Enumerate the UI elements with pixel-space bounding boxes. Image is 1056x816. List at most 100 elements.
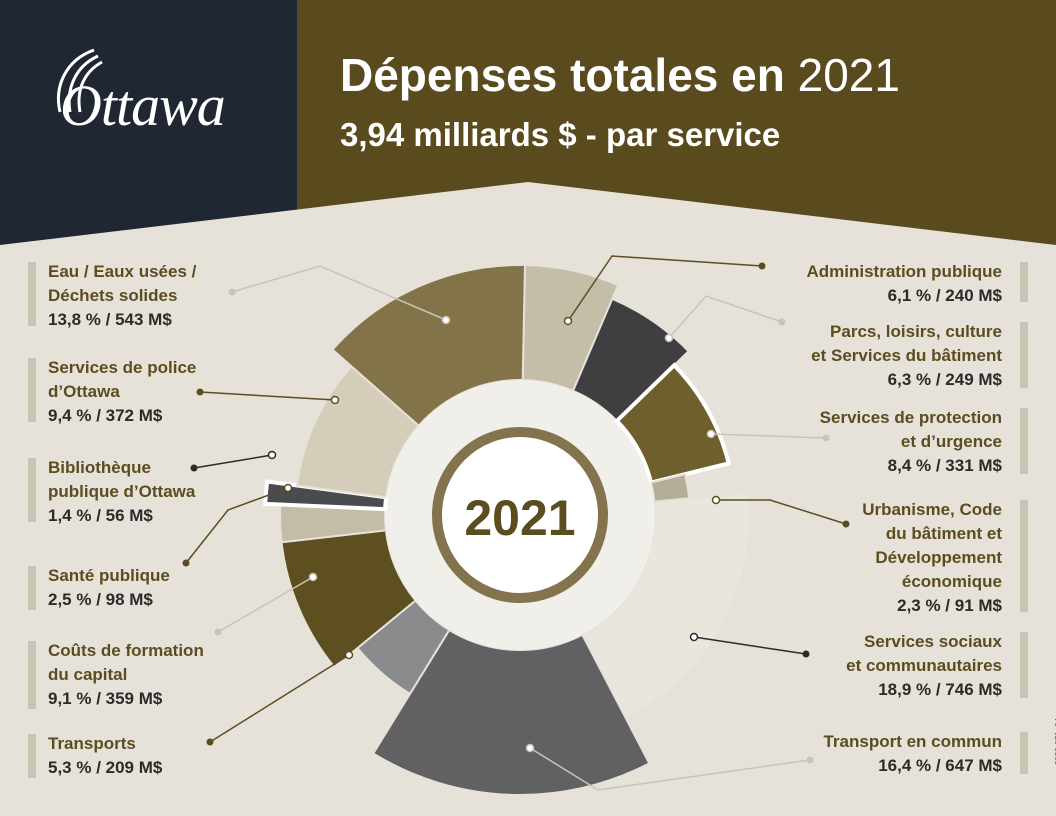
- label-value: 8,4 % / 331 M$: [887, 456, 1002, 475]
- leader-end-dot: [214, 628, 222, 636]
- pie-slice-inner: [605, 482, 655, 507]
- ottawa-logo: Ottawa: [60, 72, 226, 139]
- label-value: 6,3 % / 249 M$: [887, 370, 1002, 389]
- label-eau: Eau / Eaux usées / Déchets solides 13,8 …: [48, 260, 196, 332]
- label-value: 2,3 % / 91 M$: [897, 596, 1002, 615]
- leader-end-dot: [206, 738, 214, 746]
- pie-slice: [571, 297, 690, 423]
- leader-line: [529, 747, 811, 791]
- leader-line: [217, 576, 314, 633]
- label-value: 5,3 % / 209 M$: [48, 758, 163, 777]
- label-name: Services de police d’Ottawa: [48, 358, 197, 401]
- label-value: 1,4 % / 56 M$: [48, 506, 153, 525]
- label-sociaux: Services sociaux et communautaires 18,9 …: [846, 630, 1002, 702]
- label-value: 9,4 % / 372 M$: [48, 406, 163, 425]
- label-name: Santé publique: [48, 566, 170, 585]
- leader-start-dot: [441, 315, 451, 325]
- pie-slice-inner: [521, 380, 574, 435]
- leader-start-dot: [706, 429, 716, 439]
- label-protection: Services de protection et d’urgence 8,4 …: [820, 406, 1002, 478]
- leader-lines: [182, 255, 850, 791]
- label-bar: [28, 641, 36, 709]
- leader-end-dot: [758, 262, 766, 270]
- leader-start-dot: [689, 632, 699, 642]
- leader-line: [716, 499, 847, 525]
- label-value: 9,1 % / 359 M$: [48, 689, 163, 708]
- leader-line: [193, 454, 273, 469]
- pie-slice-inner: [385, 524, 452, 601]
- leader-line: [199, 391, 336, 401]
- pie-slice-inner: [415, 570, 474, 630]
- label-name: Administration publique: [806, 262, 1003, 281]
- leader-start-dot: [267, 450, 277, 460]
- pie-slice-inner: [385, 497, 433, 512]
- label-couts: Coûts de formation du capital 9,1 % / 35…: [48, 639, 204, 711]
- leader-end-dot: [842, 520, 850, 528]
- page-title: Dépenses totales en 2021: [340, 48, 900, 102]
- label-name: Eau / Eaux usées / Déchets solides: [48, 262, 197, 305]
- pie-slice: [614, 362, 732, 485]
- leader-start-dot: [283, 483, 293, 493]
- leader-line: [710, 433, 827, 439]
- logo-swoosh-icon: [57, 48, 103, 113]
- leader-end-dot: [778, 318, 786, 326]
- label-transport-commun: Transport en commun 16,4 % / 647 M$: [823, 730, 1002, 778]
- label-bar: [1020, 732, 1028, 774]
- label-value: 6,1 % / 240 M$: [887, 286, 1002, 305]
- label-sante: Santé publique 2,5 % / 98 M$: [48, 564, 170, 612]
- label-value: 13,8 % / 543 M$: [48, 310, 172, 329]
- label-value: 18,9 % / 746 M$: [878, 680, 1002, 699]
- leader-end-dot: [802, 650, 810, 658]
- logo-wordmark: Ottawa: [60, 73, 226, 138]
- label-bar: [28, 458, 36, 522]
- leader-end-dot: [182, 559, 190, 567]
- label-administration: Administration publique 6,1 % / 240 M$: [807, 260, 1003, 308]
- label-name: Services sociaux et communautaires: [846, 632, 1002, 675]
- label-bibliotheque: Bibliothèque publique d’Ottawa 1,4 % / 5…: [48, 456, 195, 528]
- leader-end-dot: [190, 464, 198, 472]
- label-value: 2,5 % / 98 M$: [48, 590, 153, 609]
- pie-slice: [521, 264, 620, 393]
- leader-line: [231, 265, 447, 321]
- pie-slice-inner: [583, 420, 652, 494]
- pie-slice-inner: [418, 380, 523, 457]
- pie-slice-inner: [386, 425, 455, 504]
- label-bar: [1020, 262, 1028, 302]
- pie-slice-inner: [554, 390, 617, 454]
- label-name: Bibliothèque publique d’Ottawa: [48, 458, 196, 501]
- pie-slice-inner: [385, 509, 433, 531]
- label-bar: [28, 358, 36, 422]
- label-name: Parcs, loisirs, culture et Services du b…: [811, 322, 1002, 365]
- leader-line: [567, 255, 763, 322]
- label-value: 16,4 % / 647 M$: [878, 756, 1002, 775]
- label-transports: Transports 5,3 % / 209 M$: [48, 732, 162, 780]
- leader-line: [668, 295, 783, 339]
- label-name: Transport en commun: [823, 732, 1002, 751]
- leader-end-dot: [228, 288, 236, 296]
- leader-start-dot: [711, 495, 721, 505]
- leader-start-dot: [344, 650, 354, 660]
- leader-line: [185, 487, 289, 564]
- pie-slice-inner: [449, 589, 583, 650]
- label-bar: [28, 566, 36, 610]
- label-bar: [1020, 408, 1028, 474]
- leader-end-dot: [806, 756, 814, 764]
- label-urbanisme: Urbanisme, Code du bâtiment et Développe…: [862, 498, 1002, 618]
- label-name: Transports: [48, 734, 136, 753]
- label-bar: [1020, 322, 1028, 388]
- pie-slice: [580, 491, 751, 721]
- leader-start-dot: [563, 316, 573, 326]
- label-name: Services de protection et d’urgence: [819, 408, 1002, 451]
- leader-start-dot: [308, 572, 318, 582]
- logo-panel: [0, 0, 297, 245]
- label-bar: [1020, 632, 1028, 698]
- title-bold: Dépenses totales en: [340, 49, 785, 101]
- pie-slice-inner: [560, 501, 655, 635]
- label-bar: [28, 262, 36, 326]
- label-bar: [28, 734, 36, 778]
- page-subtitle: 3,94 milliards $ - par service: [340, 116, 781, 153]
- label-name: Coûts de formation du capital: [48, 641, 204, 684]
- leader-line: [209, 654, 350, 743]
- center-year-label: 2021: [464, 490, 575, 546]
